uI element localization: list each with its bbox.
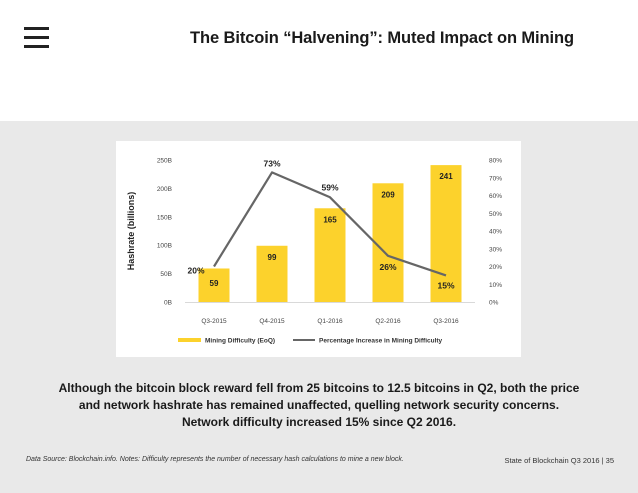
y-axis-title: Hashrate (billions) bbox=[126, 192, 136, 271]
page-footer: State of Blockchain Q3 2016 | 35 bbox=[504, 456, 614, 465]
y2-axis-tick-label: 80% bbox=[489, 158, 502, 165]
caption-line-2: and network hashrate has remained unaffe… bbox=[78, 398, 560, 412]
y2-axis-tick-label: 70% bbox=[489, 175, 502, 182]
x-axis-tick-label: Q2-2016 bbox=[375, 318, 401, 325]
legend-label-line: Percentage Increase in Mining Difficulty bbox=[319, 338, 443, 345]
x-axis-tick-label: Q3-2015 bbox=[201, 318, 227, 325]
chart: 0B 50B 100B 150B 200B 250B 0% 10% 20% 30% 40% 50% 60… bbox=[126, 158, 502, 345]
y-axis-tick-label: 250B bbox=[157, 158, 172, 165]
caption: Although the bitcoin block reward fell f… bbox=[40, 380, 598, 431]
y2-axis-tick-label: 20% bbox=[489, 264, 502, 271]
bar bbox=[372, 183, 404, 302]
caption-line-1: Although the bitcoin block reward fell f… bbox=[58, 381, 580, 395]
bar-value-label: 209 bbox=[381, 190, 395, 199]
chart-card: 0B 50B 100B 150B 200B 250B 0% 10% 20% 30% 40% 50% 60… bbox=[116, 141, 521, 357]
bar bbox=[256, 245, 288, 302]
y2-axis-tick-label: 30% bbox=[489, 246, 502, 253]
line-point-label: 59% bbox=[321, 182, 338, 192]
data-source-note: Data Source: Blockchain.info. Notes: Dif… bbox=[26, 456, 404, 463]
x-axis-tick-label: Q3-2016 bbox=[433, 318, 459, 325]
caption-line-3: Network difficulty increased 15% since Q… bbox=[181, 415, 457, 429]
line-point-label: 26% bbox=[379, 262, 396, 272]
bar-value-label: 241 bbox=[439, 172, 453, 181]
bar-value-label: 59 bbox=[210, 279, 219, 288]
line-point-label: 15% bbox=[437, 280, 454, 290]
bar-value-label: 165 bbox=[323, 215, 337, 224]
line-series bbox=[213, 171, 447, 277]
y-axis-tick-label: 0B bbox=[164, 300, 172, 307]
bar bbox=[198, 268, 230, 302]
bar bbox=[314, 208, 346, 302]
y2-axis-tick-label: 60% bbox=[489, 193, 502, 200]
bar-value-label: 99 bbox=[268, 253, 277, 262]
x-axis-tick-label: Q1-2016 bbox=[317, 318, 343, 325]
y2-axis-tick-label: 50% bbox=[489, 211, 502, 218]
line-point-label: 73% bbox=[263, 158, 280, 168]
hamburger-menu-icon[interactable] bbox=[24, 27, 49, 48]
y2-axis-tick-label: 0% bbox=[489, 300, 499, 307]
y2-axis-tick-label: 40% bbox=[489, 229, 502, 236]
y-axis-tick-label: 100B bbox=[157, 243, 172, 250]
y2-axis-tick-label: 10% bbox=[489, 282, 502, 289]
y-axis-tick-label: 150B bbox=[157, 214, 172, 221]
x-axis-tick-label: Q4-2015 bbox=[259, 318, 285, 325]
y-axis-tick-label: 50B bbox=[160, 271, 172, 278]
legend-swatch-bar bbox=[178, 338, 201, 342]
page-title: The Bitcoin “Halvening”: Muted Impact on… bbox=[190, 29, 574, 47]
bar bbox=[430, 165, 462, 302]
legend-label-bar: Mining Difficulty (EoQ) bbox=[205, 338, 275, 345]
y-axis-tick-label: 200B bbox=[157, 186, 172, 193]
line-point-label: 20% bbox=[187, 266, 204, 276]
